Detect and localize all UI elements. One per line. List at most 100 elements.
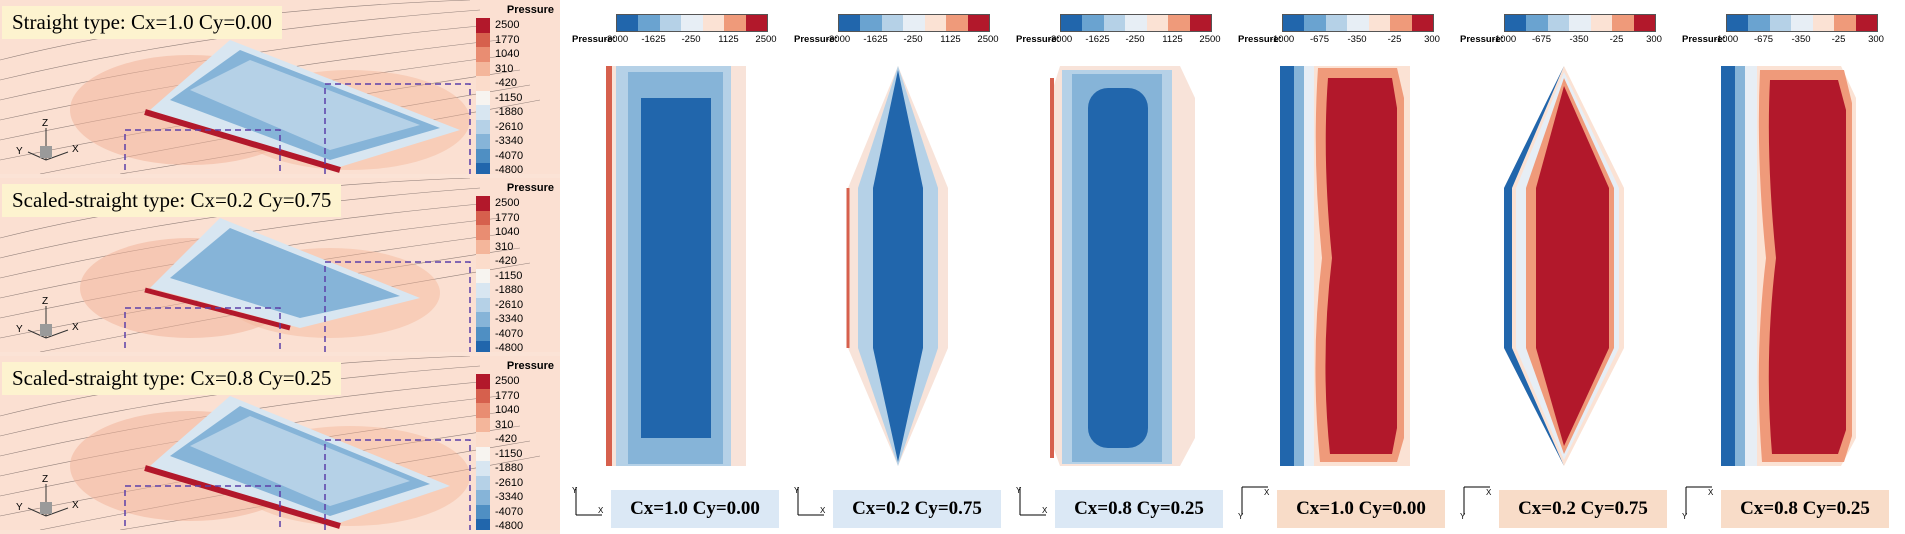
colorbar-tick-label: -25 <box>1831 34 1846 45</box>
axis-label-x: X <box>598 506 604 515</box>
colorbar-title: Pressure: <box>1238 34 1282 45</box>
colorbar-title: Pressure: <box>1682 34 1726 45</box>
perspective-view-3: Z X Y Scaled-straight type: Cx=0.8 Cy=0.… <box>0 356 560 530</box>
colorbar-tick-label: -3000 <box>603 34 629 45</box>
colorbar-tick-label: 2500 <box>755 34 777 45</box>
legend-swatch <box>476 105 490 120</box>
colorbar-tick-label: -1000 <box>1713 34 1739 45</box>
legend-row: -4800 <box>476 519 554 530</box>
legend-label: 1040 <box>495 48 520 61</box>
contour-panel-5: Pressure: -1000 -675 -350 -25 300 Y X Cx=0.2… <box>1454 0 1676 534</box>
legend-row: -2610 <box>476 475 554 490</box>
wing-3d-view: Z X Y <box>0 0 541 174</box>
legend-swatch <box>476 504 490 519</box>
colorbar-tick-label: -3000 <box>1047 34 1073 45</box>
axis-label-z: Z <box>42 118 48 129</box>
legend-label: 2500 <box>495 19 520 32</box>
legend-swatch <box>476 417 490 432</box>
legend-row: -420 <box>476 76 554 91</box>
legend-row: -4070 <box>476 148 554 163</box>
legend-swatch <box>476 374 490 389</box>
colorbar-segment <box>1633 15 1655 31</box>
legend-row: -1150 <box>476 268 554 283</box>
legend-swatch <box>476 475 490 490</box>
colorbar-segment <box>946 15 968 31</box>
legend-label: -1880 <box>495 462 524 475</box>
colorbar-segment <box>1347 15 1369 31</box>
colorbar-segment <box>1146 15 1169 31</box>
colorbar-tick-label: -250 <box>681 34 701 45</box>
axis-label-y: Y <box>1460 512 1466 519</box>
pressure-legend: Pressure 2500 1770 1040 310 -420 -1150 -1880 -2… <box>476 4 554 174</box>
legend-swatch <box>476 210 490 225</box>
legend-swatch <box>476 461 490 476</box>
axis-indicator: Y X <box>1238 485 1272 524</box>
legend-row: -1150 <box>476 90 554 105</box>
colorbar-tick-label: 1125 <box>1162 34 1183 45</box>
pressure-legend: Pressure 2500 1770 1040 310 -420 -1150 -1880 -2… <box>476 360 554 530</box>
view-title: Straight type: Cx=1.0 Cy=0.00 <box>2 6 282 39</box>
colorbar-tick-label: 1125 <box>718 34 739 45</box>
colorbar-tick-label: -25 <box>1387 34 1402 45</box>
case-caption: Cx=1.0 Cy=0.00 <box>611 490 779 528</box>
colorbar-segment <box>681 15 703 31</box>
legend-row: 1040 <box>476 403 554 418</box>
colorbar-segment <box>1103 15 1126 31</box>
legend-swatch <box>476 196 490 211</box>
colorbar-segment <box>924 15 947 31</box>
axis-label-y: Y <box>572 486 578 495</box>
legend-label: -420 <box>495 255 518 268</box>
legend-swatch <box>476 47 490 62</box>
axis-label-x: X <box>72 144 79 155</box>
axis-label-y: Y <box>16 146 23 157</box>
legend-title: Pressure <box>506 360 554 372</box>
colorbar-segment <box>1125 15 1147 31</box>
legend-swatch <box>476 312 490 327</box>
colorbar-tick-label: -1000 <box>1491 34 1517 45</box>
colorbar-segment <box>1769 15 1792 31</box>
wing-3d-view: Z X Y <box>0 178 531 352</box>
contour-panel-3: Pressure: -3000 -1625 -250 1125 2500 Y X Cx=… <box>1010 0 1232 534</box>
pressure-contour <box>606 66 746 466</box>
case-caption: Cx=1.0 Cy=0.00 <box>1277 490 1445 528</box>
legend-label: -3340 <box>495 135 524 148</box>
case-caption: Cx=0.8 Cy=0.25 <box>1055 490 1223 528</box>
legend-row: 2500 <box>476 374 554 389</box>
axis-label-y: Y <box>1682 512 1688 519</box>
legend-swatch <box>476 519 490 530</box>
legend-swatch <box>476 297 490 312</box>
colorbar-segment <box>1547 15 1570 31</box>
axis-label-y: Y <box>16 502 23 513</box>
colorbar-title: Pressure: <box>794 34 838 45</box>
legend-label: -420 <box>495 77 518 90</box>
legend-swatch <box>476 90 490 105</box>
contour-panel-4: Pressure: -1000 -675 -350 -25 300 Y X Cx=1.0… <box>1232 0 1454 534</box>
colorbar-title: Pressure: <box>1460 34 1504 45</box>
colorbar-ticks: -3000 -1625 -250 1125 2500 <box>826 34 999 46</box>
legend-label: 310 <box>495 62 514 75</box>
colorbar-tick-label: -250 <box>903 34 923 45</box>
legend-swatch <box>476 490 490 505</box>
legend-swatch <box>476 32 490 47</box>
colorbar-segment <box>1283 15 1305 31</box>
colorbar-segment <box>1812 15 1835 31</box>
legend-label: 2500 <box>495 197 520 210</box>
case-caption: Cx=0.2 Cy=0.75 <box>833 490 1001 528</box>
legend-row: 310 <box>476 417 554 432</box>
legend-label: -4800 <box>495 520 524 530</box>
pressure-contour <box>846 66 948 466</box>
axis-label-x: X <box>72 500 79 511</box>
legend-row: -1880 <box>476 461 554 476</box>
view-title: Scaled-straight type: Cx=0.2 Cy=0.75 <box>2 184 342 217</box>
axis-label-x: X <box>1264 488 1270 497</box>
legend-label: 1770 <box>495 389 520 402</box>
colorbar-segment <box>1791 15 1813 31</box>
colorbar-segment <box>1325 15 1348 31</box>
axis-label-y: Y <box>1238 512 1244 519</box>
colorbar-tick-label: 1125 <box>940 34 961 45</box>
colorbar-segment <box>724 15 746 31</box>
colorbar-segment <box>1390 15 1412 31</box>
legend-label: 1040 <box>495 404 520 417</box>
axis-indicator: Y X <box>1460 485 1494 524</box>
colorbar-segment <box>1612 15 1634 31</box>
